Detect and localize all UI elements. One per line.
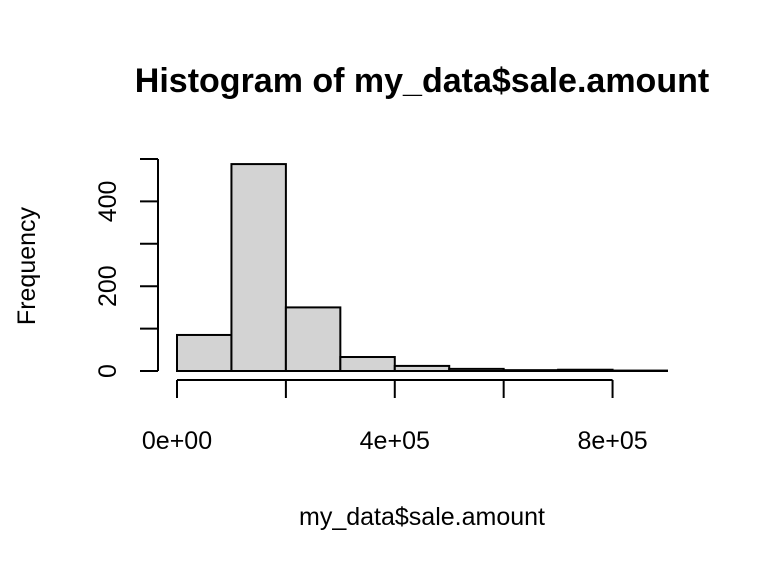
- histogram-bar-5: [393, 364, 451, 372]
- x-tick-label: 4e+05: [360, 427, 430, 455]
- y-axis: 0 200 400: [94, 158, 159, 378]
- y-tick-label: 400: [94, 181, 122, 223]
- histogram-bar-8: [557, 368, 614, 372]
- y-tick-label: 200: [94, 265, 122, 307]
- histogram-bar-3: [284, 306, 342, 372]
- histogram-bar-1: [176, 333, 233, 372]
- chart-title: Histogram of my_data$sale.amount: [135, 62, 709, 100]
- x-tick-label: 8e+05: [577, 427, 647, 455]
- x-tick-label: 0e+00: [142, 427, 212, 455]
- histogram-bar-4: [339, 356, 396, 372]
- histogram-bar-7: [502, 369, 560, 373]
- bars-group: [176, 163, 668, 373]
- histogram-bar-6: [448, 367, 505, 373]
- y-axis-label: Frequency: [13, 206, 41, 325]
- x-axis-label: my_data$sale.amount: [299, 503, 545, 531]
- x-axis: 0e+00 4e+05 8e+05: [142, 379, 648, 455]
- y-tick-label: 0: [94, 364, 122, 378]
- histogram-bar-2: [230, 163, 287, 372]
